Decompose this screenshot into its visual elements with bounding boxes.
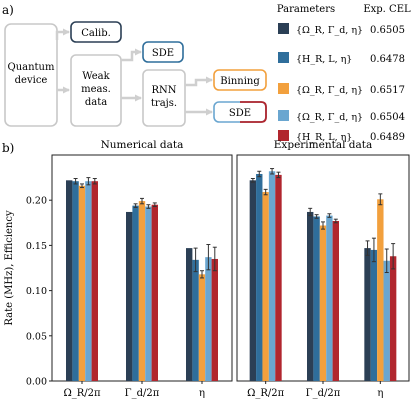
bar [145,206,152,381]
arrow-device-calib [55,28,70,40]
bar [377,199,384,381]
table-swatch [278,83,289,94]
table-header-params: Parameters [277,4,335,15]
x-tick-label: Ω_R/2π [247,388,285,399]
quantum-device-label-2: device [15,75,48,86]
sde-bottom-accent [240,101,267,123]
table-swatch [278,52,289,63]
y-tick-label: 0.10 [26,286,47,297]
bar [66,180,73,381]
sde-top-label: SDE [152,48,174,59]
calib-box [70,21,122,43]
y-tick-label: 0.20 [26,196,47,207]
arrow-rnn-binning [185,76,213,87]
bar [332,220,339,381]
overlay-label: True [53,353,64,377]
bar [151,204,158,381]
weak-meas-label-3: data [85,97,107,108]
bar [192,259,199,381]
table-swatch [278,23,289,34]
panel-b-label: b) [2,141,14,155]
bar [389,256,397,381]
table-param: {Ω_R, Γ_d, η} [296,112,363,123]
bar [78,185,86,381]
panel-a-label: a) [2,3,14,17]
bar [138,201,146,381]
bar [256,173,263,381]
bar [370,249,378,381]
y-tick-label: 0.05 [26,331,47,342]
x-tick-label: Γ_d/2π [125,388,160,399]
rnn-label-1: RNN [151,85,176,96]
arrow-weak-sde [121,48,142,62]
bar [91,181,98,381]
weak-meas-label-1: Weak [82,71,110,82]
table-swatch [278,130,289,141]
bar [211,258,218,381]
bar [262,192,269,381]
parameters-table: Parameters Exp. CEL {Ω_R, Γ_d, η} 0.6505 {… [277,4,411,143]
table-param: {H_R, L, η} [296,132,352,143]
bar [186,248,193,381]
weak-meas-label-2: meas. [81,84,111,95]
bar [205,257,212,381]
x-tick-label: η [377,388,383,399]
x-tick-label: Γ_d/2π [306,388,341,399]
overlay-label: Calibration [238,320,249,377]
table-param: {Ω_R, Γ_d, η} [296,25,363,36]
table-cel: 0.6517 [370,85,405,96]
bar [326,215,333,381]
table-cel: 0.6478 [370,54,405,65]
bar [313,216,320,381]
y-tick-label: 0.00 [26,377,47,388]
table-header-cel: Exp. CEL [363,4,411,15]
bar [72,181,79,381]
table-param: {H_R, L, η} [296,54,352,65]
table-cel: 0.6505 [370,25,405,36]
rnn-box [142,69,186,127]
rnn-label-2: trajs. [151,98,177,109]
bar [249,180,257,381]
binning-label: Binning [220,76,260,87]
bar [307,211,314,381]
binning-box [213,69,267,91]
flowchart: Quantum device Calib. Weak meas. data SD… [4,21,267,127]
chart-title: Experimental data [274,139,372,151]
bar [275,174,282,381]
bar [126,211,133,381]
chart-experimental: Experimental data Ω_R/2π Γ_d/2π η Calibratio… [236,139,410,399]
table-cel: 0.6489 [370,132,405,143]
table-param: {Ω_R, Γ_d, η} [296,85,363,96]
bar [132,205,139,381]
y-tick-label: 0.15 [26,241,47,252]
quantum-device-box [4,23,58,127]
quantum-device-label-1: Quantum [8,62,56,73]
bar [364,248,371,381]
y-axis-label: Rate (MHz), Efficiency [4,210,15,326]
bar [268,171,276,381]
table-cel: 0.6504 [370,112,405,123]
chart-numerical: Numerical data 0.00 0.05 0.10 0.15 0.20 Ω_R/2π… [26,139,233,399]
calib-label: Calib. [81,28,111,39]
x-tick-label: η [199,388,205,399]
weak-meas-box [70,54,122,127]
x-tick-label: Ω_R/2π [63,388,101,399]
sde-top-box [142,41,184,63]
bar [383,260,390,381]
sde-bottom-label: SDE [229,108,251,119]
bar [319,225,327,381]
table-swatch [278,110,289,121]
bar [198,274,206,381]
chart-title: Numerical data [101,139,184,151]
bar [85,181,92,381]
